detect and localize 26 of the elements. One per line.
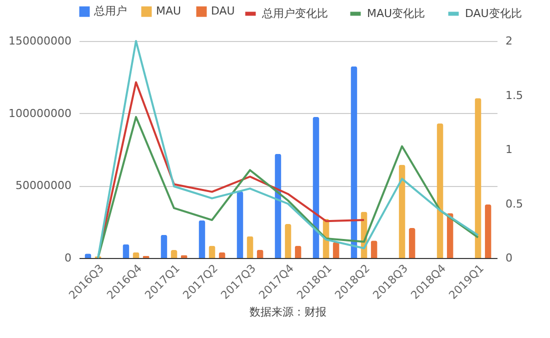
bar — [246, 236, 254, 258]
bar — [284, 224, 292, 258]
bar — [484, 204, 492, 258]
line-series — [97, 116, 479, 259]
y2-tick-label: 1 — [506, 143, 512, 156]
y-tick-label: 0 — [64, 252, 72, 264]
line-series — [97, 40, 479, 259]
legend-label: MAU变化比 — [367, 6, 426, 20]
bar — [408, 228, 416, 258]
source-note: 数据来源：财报 — [250, 306, 326, 319]
y-tick-label: 150000000 — [8, 34, 72, 48]
y2-tick-label: 0 — [506, 252, 512, 264]
y2-tick-label: 2 — [506, 34, 512, 48]
y2-tick-label: 1.5 — [506, 88, 523, 102]
y2-tick-label: 0.5 — [506, 197, 523, 210]
legend-label: DAU — [211, 4, 235, 18]
bar — [160, 234, 168, 258]
legend-label: 总用户变化比 — [261, 6, 328, 20]
legend-label: DAU变化比 — [465, 6, 522, 20]
legend-label: MAU — [156, 4, 182, 18]
bar — [474, 98, 482, 258]
legend-label: 总用户 — [93, 4, 127, 18]
bar — [236, 191, 244, 258]
y-tick-label: 100000000 — [8, 106, 72, 120]
y-tick-label: 50000000 — [16, 179, 72, 192]
bar — [198, 220, 206, 258]
